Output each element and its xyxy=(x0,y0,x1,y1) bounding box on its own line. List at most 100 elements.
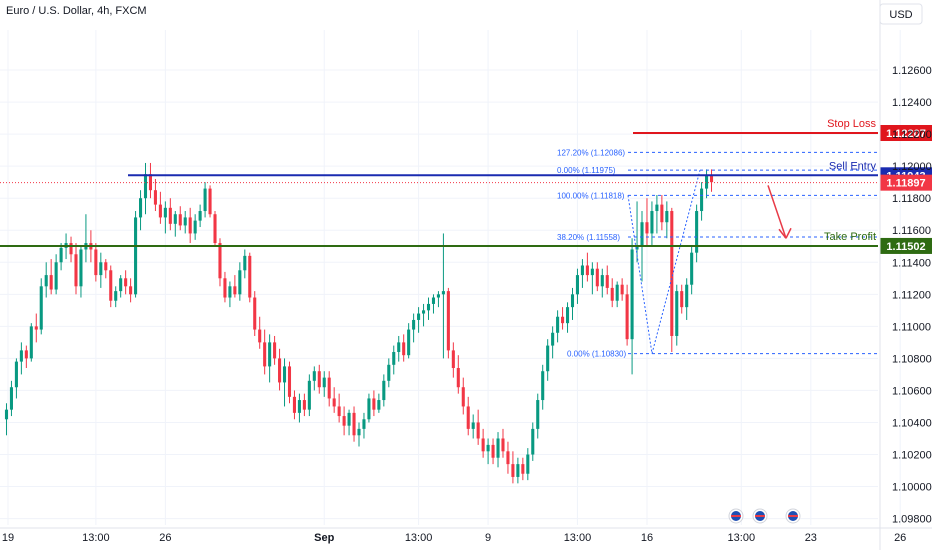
candle xyxy=(387,358,391,388)
candle-body xyxy=(9,387,13,410)
candle xyxy=(377,393,381,413)
candle xyxy=(412,313,416,343)
candle xyxy=(327,371,331,407)
candle-body xyxy=(397,342,401,352)
candle xyxy=(59,243,63,271)
candle-body xyxy=(655,204,659,212)
level-price-tag: 1.12207 xyxy=(880,125,932,142)
candle xyxy=(138,190,143,231)
candle-body xyxy=(521,464,525,474)
candle xyxy=(312,366,316,391)
candle-body xyxy=(337,406,341,417)
candle-body xyxy=(476,422,480,439)
level-stop-loss[interactable]: Stop Loss 1.12207 xyxy=(633,118,932,142)
candle-body xyxy=(317,371,321,388)
candle xyxy=(109,265,113,308)
candle xyxy=(561,307,565,330)
y-tick-label: 1.12600 xyxy=(892,65,932,77)
candle-body xyxy=(417,313,421,320)
candle xyxy=(565,302,570,333)
event-flag-icon[interactable] xyxy=(785,508,801,524)
candle-body xyxy=(491,444,495,458)
currency-button[interactable]: USD xyxy=(879,3,923,25)
candle xyxy=(690,246,694,295)
candle-body xyxy=(670,211,674,336)
candle-body xyxy=(54,262,58,290)
candle xyxy=(625,284,629,346)
candle-body xyxy=(208,188,212,215)
fib-level[interactable]: 127.20% (1.12086) xyxy=(557,148,880,157)
candle-body xyxy=(263,342,267,367)
candle xyxy=(213,211,217,247)
candle-body xyxy=(556,316,560,333)
candle xyxy=(372,390,376,417)
candle-body xyxy=(238,270,242,295)
candle xyxy=(104,259,108,279)
candle-body xyxy=(377,400,381,410)
x-tick-label: 9 xyxy=(485,532,491,544)
candle-body xyxy=(253,297,257,330)
candle xyxy=(223,271,227,303)
candle-body xyxy=(198,211,202,221)
candle-body xyxy=(69,243,73,255)
candle-body xyxy=(99,262,103,276)
fib-level[interactable]: 0.00% (1.10830) xyxy=(567,350,880,359)
candle-body xyxy=(302,400,306,410)
candle xyxy=(119,275,123,298)
candle-body xyxy=(158,204,162,218)
fib-level[interactable]: 38.20% (1.11558) xyxy=(557,233,880,242)
candle-body xyxy=(516,464,520,477)
candle-body xyxy=(441,291,445,295)
candle xyxy=(417,307,421,333)
fibonacci-tool[interactable]: 127.20% (1.12086) 0.00% (1.11975) 100.00% … xyxy=(557,148,880,359)
candle-body xyxy=(541,371,545,401)
candle xyxy=(431,294,436,314)
candle-body xyxy=(34,326,38,330)
event-flag-icon[interactable] xyxy=(752,508,768,524)
candle xyxy=(24,345,28,369)
candle xyxy=(168,198,172,231)
candle-body xyxy=(431,297,436,304)
fib-level[interactable]: 0.00% (1.11975) xyxy=(557,166,880,175)
current-price-tag[interactable]: 1.11897 xyxy=(880,174,932,191)
candle xyxy=(695,204,699,263)
candle xyxy=(501,428,505,458)
candle xyxy=(228,281,232,308)
candle xyxy=(198,204,202,228)
candle xyxy=(407,323,411,359)
event-flag-icon[interactable] xyxy=(728,508,744,524)
candle-body xyxy=(258,329,262,343)
candle-body xyxy=(496,438,500,458)
fib-label: 0.00% (1.10830) xyxy=(567,350,626,359)
candle xyxy=(605,265,609,295)
candle xyxy=(526,448,530,481)
candle xyxy=(163,201,167,234)
fib-level[interactable]: 100.00% (1.11818) xyxy=(557,191,880,200)
grid xyxy=(0,30,901,525)
candle-body xyxy=(501,438,505,452)
candle xyxy=(610,278,614,308)
price-axis[interactable]: 1.12600 1.12400 1.12200 1.12000 1.11800 1.116… xyxy=(879,0,932,550)
candle-body xyxy=(188,217,192,234)
candle xyxy=(585,252,589,282)
candle xyxy=(9,380,13,417)
candle-body xyxy=(297,400,301,413)
candle xyxy=(34,313,38,343)
candle xyxy=(615,281,619,308)
x-tick-label: 23 xyxy=(805,532,817,544)
candle-body xyxy=(531,428,535,455)
candle-body xyxy=(312,371,316,381)
candle xyxy=(124,270,128,295)
candle-body xyxy=(74,254,78,287)
level-take-profit[interactable]: Take Profit 1.11502 xyxy=(0,231,932,254)
candle-body xyxy=(124,278,128,287)
candle xyxy=(253,291,257,336)
candle xyxy=(99,252,103,288)
candle-body xyxy=(640,222,644,247)
candle-body xyxy=(322,377,326,388)
candle-body xyxy=(402,342,406,356)
